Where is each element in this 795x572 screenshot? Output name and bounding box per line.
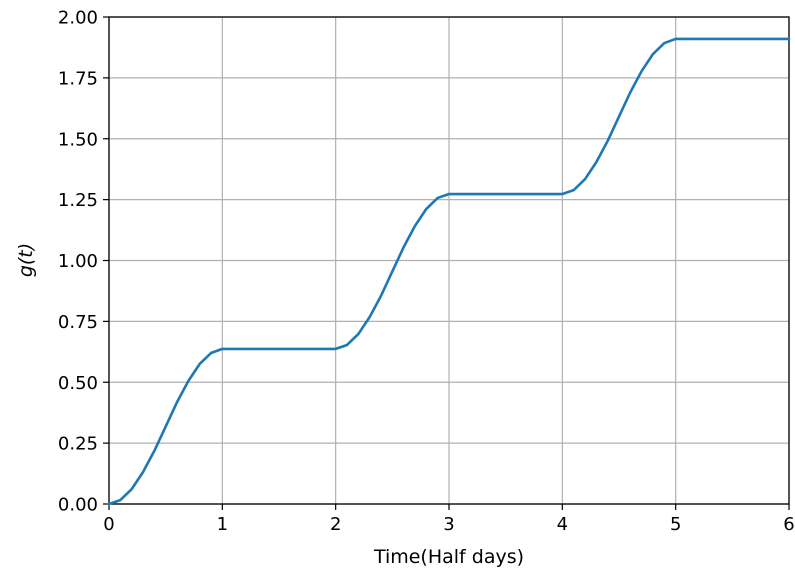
y-tick-labels: 0.00 0.25 0.50 0.75 1.00 1.25 1.50 1.75 2.00 [58,8,98,516]
tick-marks [103,16,790,510]
series-line [107,37,791,506]
x-tick-label: 3 [443,514,454,535]
y-tick-label: 1.00 [58,251,98,272]
y-tick-label: 2.00 [58,8,98,29]
y-tick-label: 0.50 [58,373,98,394]
y-tick-label: 1.25 [58,190,98,211]
y-tick-label: 1.75 [58,68,98,89]
x-tick-label: 0 [103,514,114,535]
y-tick-label: 1.50 [58,129,98,150]
x-tick-label: 4 [557,514,568,535]
grid-lines [108,16,790,505]
y-tick-label: 0.00 [58,495,98,516]
y-axis-label: g(t) [15,243,37,277]
x-tick-labels: 0 1 2 3 4 5 6 [103,514,794,535]
x-tick-label: 5 [670,514,681,535]
y-tick-label: 0.75 [58,312,98,333]
x-tick-label: 2 [330,514,341,535]
x-axis-label: Time(Half days) [373,546,524,568]
x-tick-label: 6 [783,514,794,535]
x-tick-label: 1 [217,514,228,535]
y-tick-label: 0.25 [58,434,98,455]
